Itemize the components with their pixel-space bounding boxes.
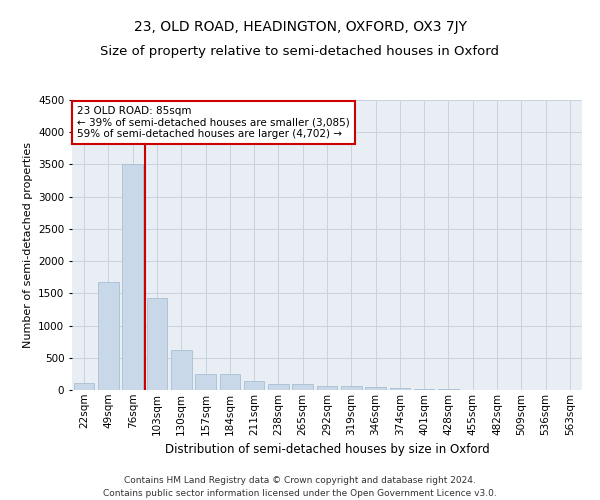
Text: Contains HM Land Registry data © Crown copyright and database right 2024.
Contai: Contains HM Land Registry data © Crown c… [103, 476, 497, 498]
Bar [268, 384, 289, 390]
X-axis label: Distribution of semi-detached houses by size in Oxford: Distribution of semi-detached houses by … [164, 443, 490, 456]
Bar [171, 350, 191, 390]
Text: 23 OLD ROAD: 85sqm
← 39% of semi-detached houses are smaller (3,085)
59% of semi: 23 OLD ROAD: 85sqm ← 39% of semi-detache… [77, 106, 350, 139]
Bar [292, 384, 313, 390]
Bar [74, 383, 94, 390]
Bar [220, 374, 240, 390]
Text: 23, OLD ROAD, HEADINGTON, OXFORD, OX3 7JY: 23, OLD ROAD, HEADINGTON, OXFORD, OX3 7J… [133, 20, 467, 34]
Bar [365, 388, 386, 390]
Bar [146, 298, 167, 390]
Text: Size of property relative to semi-detached houses in Oxford: Size of property relative to semi-detach… [101, 45, 499, 58]
Bar [122, 164, 143, 390]
Bar [389, 388, 410, 390]
Bar [195, 374, 216, 390]
Bar [244, 380, 265, 390]
Bar [341, 386, 362, 390]
Bar [98, 282, 119, 390]
Y-axis label: Number of semi-detached properties: Number of semi-detached properties [23, 142, 32, 348]
Bar [317, 386, 337, 390]
